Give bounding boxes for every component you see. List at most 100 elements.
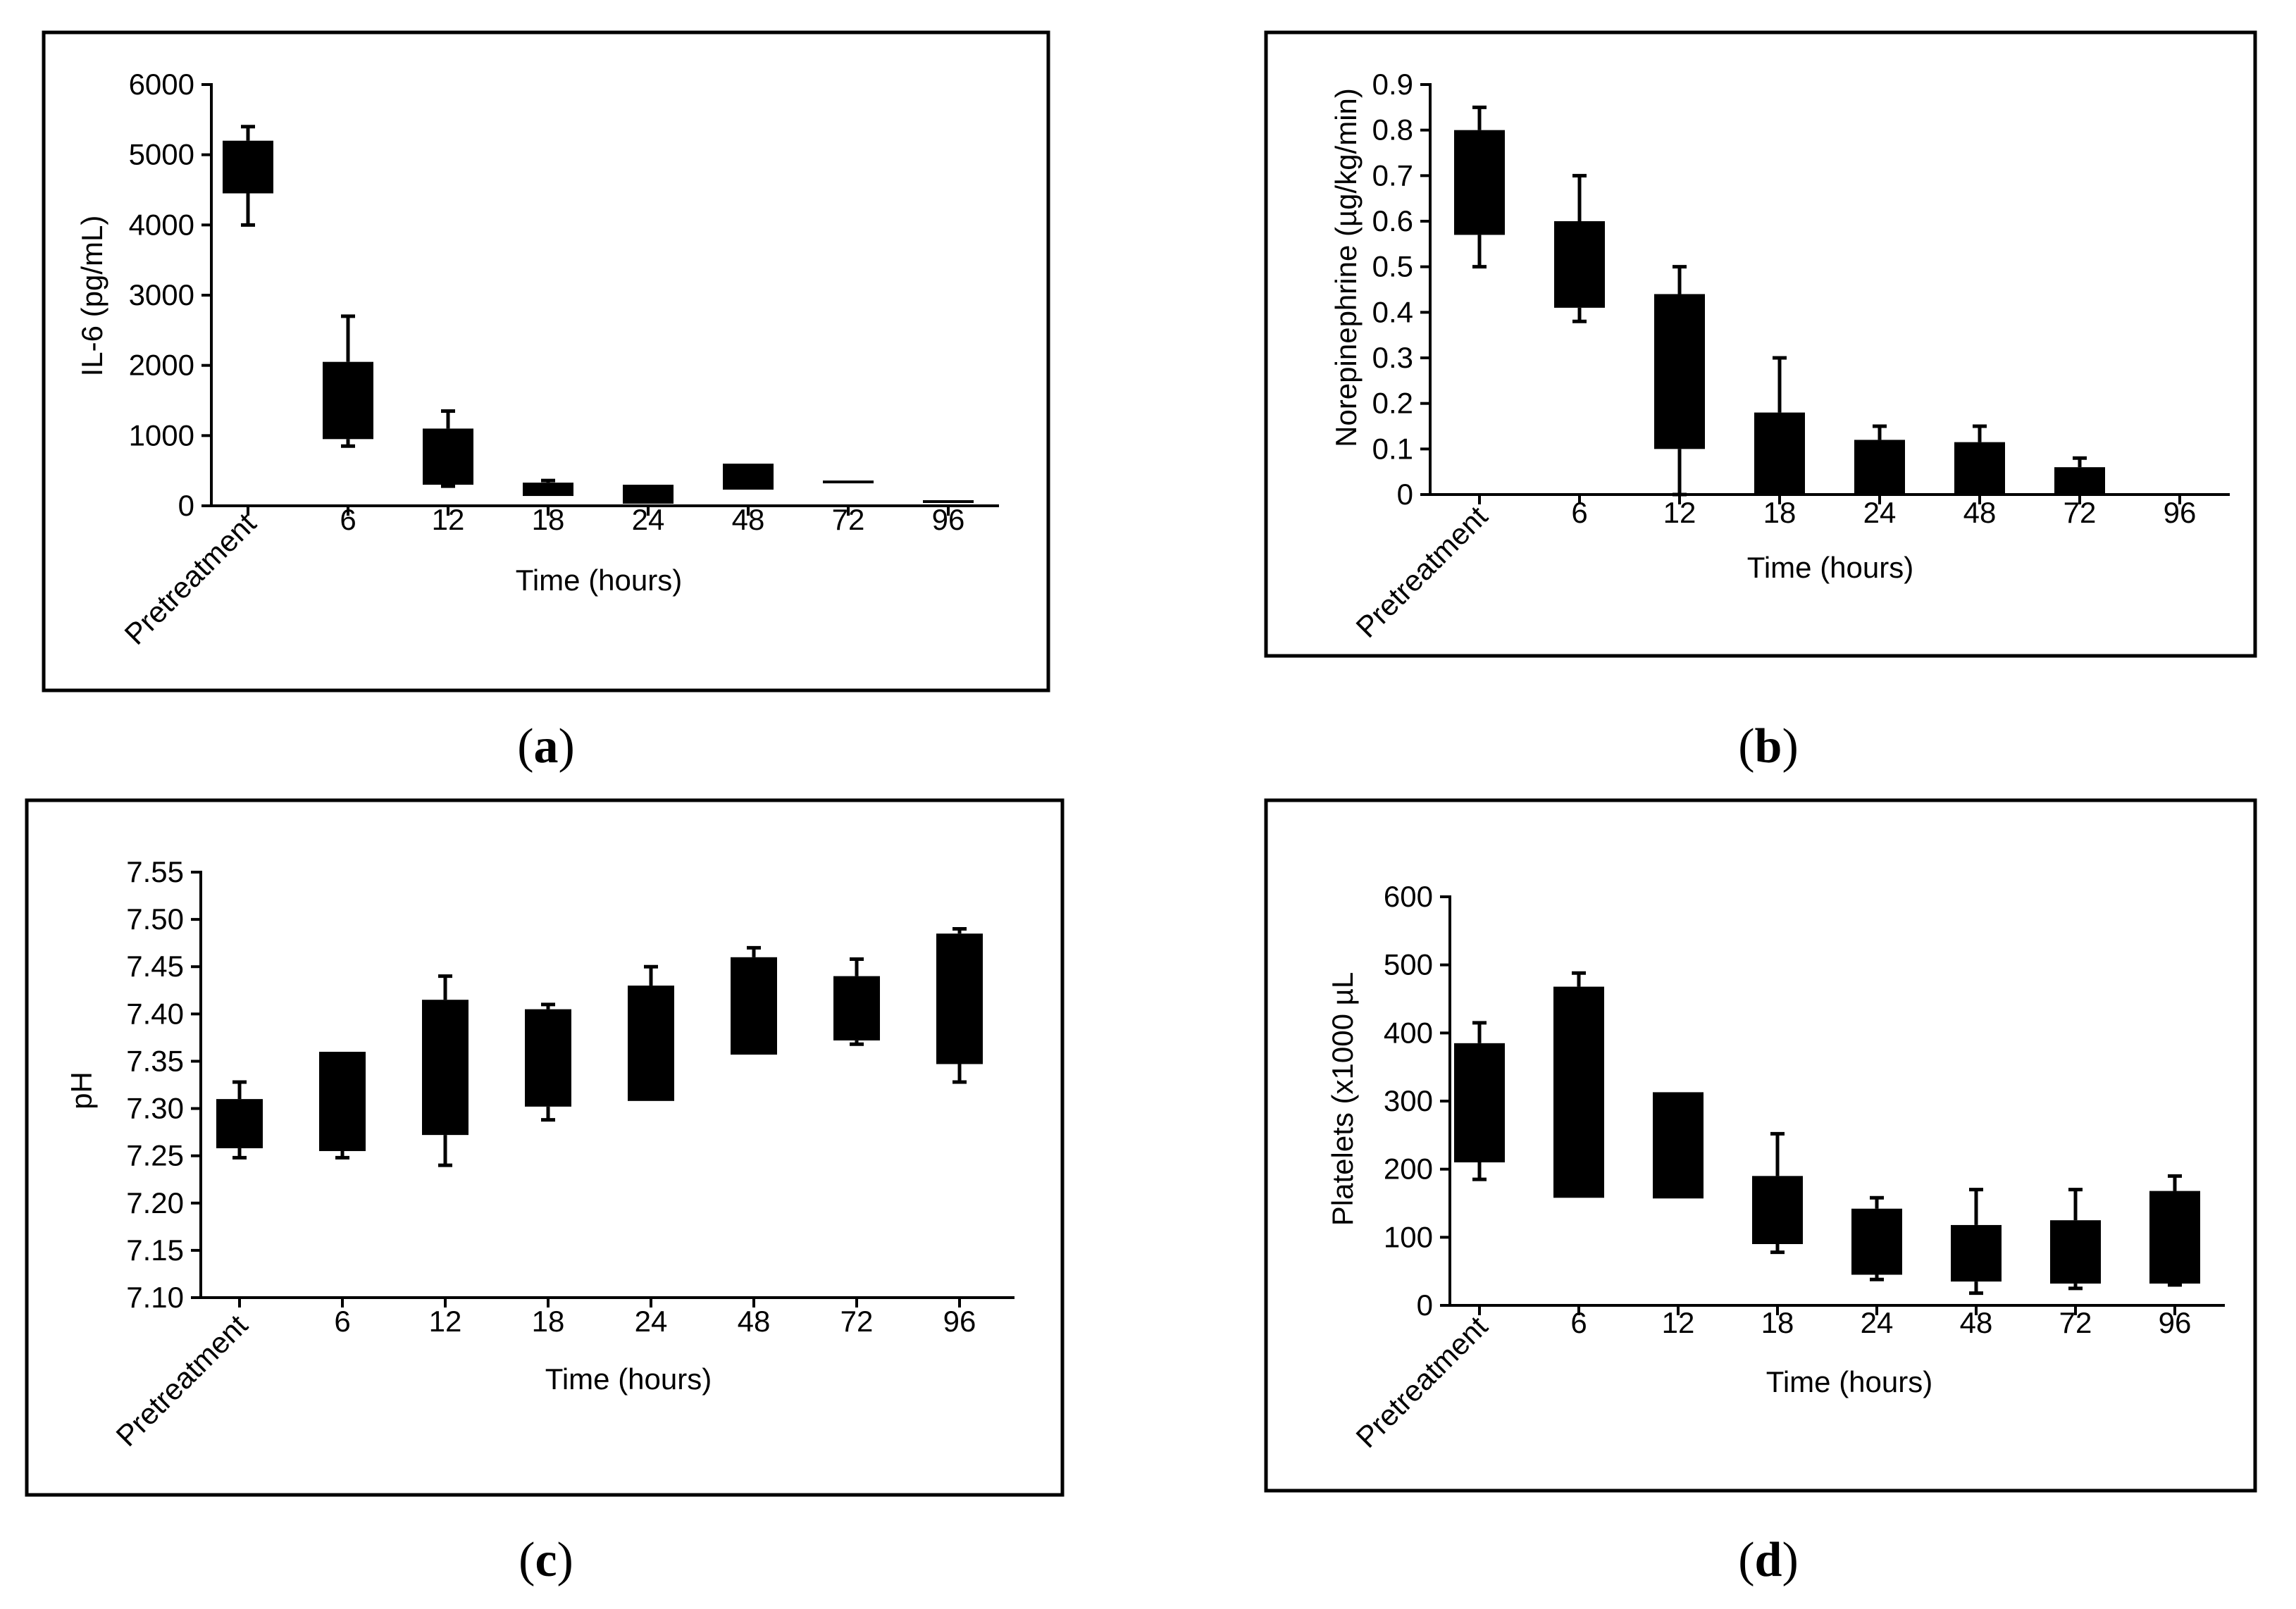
- panel-c-ytick-label: 7.20: [126, 1186, 184, 1219]
- panel-c-xtick-label: 72: [840, 1305, 874, 1338]
- panel-c-ytick-label: 7.55: [126, 855, 184, 888]
- panel-d-xlabel: Time (hours): [1766, 1365, 1932, 1398]
- panel-d-ytick-label: 200: [1384, 1153, 1433, 1186]
- panel-b-ytick-label: 0.9: [1372, 68, 1413, 101]
- panel-a-box: [723, 464, 774, 490]
- panel-d-xtick-label: 24: [1861, 1306, 1894, 1339]
- panel-c-ytick-label: 7.15: [126, 1234, 184, 1267]
- panel-b-xtick-label: 24: [1863, 496, 1897, 529]
- panel-c-xtick-label: 6: [334, 1305, 350, 1338]
- panel-a-box: [323, 361, 373, 440]
- panel-b-ytick-label: 0: [1397, 478, 1413, 511]
- panel-b-box: [1454, 130, 1505, 235]
- panel-d-xtick-label: 72: [2059, 1306, 2092, 1339]
- panel-d-box: [1752, 1176, 1803, 1244]
- panel-d-xtick-label: 18: [1761, 1306, 1794, 1339]
- panel-a-box: [623, 485, 674, 504]
- panel-a-box: [523, 483, 573, 497]
- panel-c-ytick-label: 7.50: [126, 902, 184, 936]
- panel-c-xtick-label: 12: [429, 1305, 462, 1338]
- panel-a-xtick-label: 72: [832, 503, 865, 536]
- panel-b-xtick-label: 6: [1571, 496, 1587, 529]
- panel-d-label-letter: d: [1755, 1533, 1782, 1587]
- panel-c-ytick-label: 7.30: [126, 1092, 184, 1125]
- panel-c-label-letter: c: [535, 1533, 557, 1587]
- panel-c-xlabel: Time (hours): [545, 1362, 712, 1396]
- panel-b-ytick-label: 0.1: [1372, 432, 1413, 465]
- panel-c-xtick-label: 18: [532, 1305, 565, 1338]
- panel-a-xtick-label: 96: [932, 503, 965, 536]
- panel-d-label: (d): [1738, 1533, 1799, 1587]
- panel-b-ytick-label: 0.3: [1372, 341, 1413, 374]
- panel-c-ytick-label: 7.35: [126, 1044, 184, 1077]
- panel-a-ytick-label: 4000: [129, 208, 194, 241]
- panel-a-ylabel: IL-6 (pg/mL): [75, 216, 108, 377]
- panel-d-ytick-label: 0: [1417, 1288, 1433, 1322]
- panel-b-box: [1854, 440, 1905, 495]
- panel-b-box: [1754, 412, 1805, 495]
- panel-a-ytick-label: 1000: [129, 418, 194, 452]
- panel-a-xtick-label: 24: [632, 503, 665, 536]
- panel-c-ytick-label: 7.45: [126, 950, 184, 983]
- panel-d: Time (hours) Platelets (x1000 µL (d) 0 10…: [1264, 798, 2257, 1587]
- panel-d-box: [1951, 1224, 2002, 1282]
- panel-b-xtick-label: 96: [2164, 496, 2197, 529]
- panel-d-ytick-label: 100: [1384, 1220, 1433, 1253]
- panel-b-ytick-label: 0.4: [1372, 295, 1413, 328]
- panel-d-xtick-label: 96: [2159, 1306, 2192, 1339]
- panel-d-xtick-label: 48: [1960, 1306, 1993, 1339]
- panel-a-xtick-label: 48: [732, 503, 765, 536]
- panel-b-box: [1554, 221, 1605, 308]
- panel-d-ytick-label: 500: [1384, 948, 1433, 981]
- panel-d-xtick-label: 6: [1570, 1306, 1587, 1339]
- panel-c-box: [216, 1099, 263, 1148]
- panel-d-frame: [1264, 798, 2257, 1493]
- panel-c-box: [319, 1052, 366, 1151]
- panel-a-xtick-label: 18: [532, 503, 565, 536]
- panel-c-box: [628, 986, 674, 1101]
- panel-b-ytick-label: 0.5: [1372, 250, 1413, 283]
- panel-d-box: [1653, 1092, 1704, 1199]
- panel-d-box: [1454, 1043, 1505, 1162]
- panel-b-ytick-label: 0.8: [1372, 113, 1413, 147]
- panel-b-ytick-label: 0.6: [1372, 204, 1413, 237]
- panel-b-label-letter: b: [1755, 719, 1782, 774]
- panel-d-ytick-label: 400: [1384, 1016, 1433, 1049]
- panel-b-xtick-label: 48: [1963, 496, 1997, 529]
- panel-a-ytick-label: 3000: [129, 278, 194, 311]
- panel-c: Time (hours) pH (c) 7.10 7.15 7.20 7.25 7.30…: [25, 798, 1065, 1587]
- panel-a-box: [823, 480, 874, 484]
- panel-c-box: [525, 1009, 571, 1107]
- panel-b-xtick-label: 12: [1663, 496, 1696, 529]
- panel-d-ytick-label: 600: [1384, 880, 1433, 913]
- panel-c-xtick-label: 24: [635, 1305, 668, 1338]
- panel-c-ytick-label: 7.40: [126, 997, 184, 1030]
- panel-b-xtick-label: 72: [2064, 496, 2097, 529]
- panel-a-box: [423, 428, 473, 485]
- panel-d-box: [1553, 986, 1604, 1198]
- panel-b-xtick-label: 18: [1763, 496, 1797, 529]
- panel-a: Time (hours) IL-6 (pg/mL) (a) 0 1000 2000 3…: [42, 30, 1050, 774]
- panel-a-box: [223, 140, 273, 194]
- panel-c-box: [731, 957, 777, 1055]
- panel-b-ylabel: Norepinephrine (µg/kg/min): [1329, 88, 1363, 447]
- panel-d-box: [2050, 1220, 2101, 1284]
- panel-c-box: [936, 933, 983, 1064]
- panel-a-xtick-label: 6: [340, 503, 356, 536]
- panel-b-ytick-label: 0.2: [1372, 387, 1413, 420]
- panel-b-box: [1954, 442, 2005, 495]
- panel-d-box: [2149, 1191, 2200, 1284]
- panel-b-box: [2054, 467, 2105, 495]
- panel-a-xtick-label: 12: [432, 503, 465, 536]
- panel-c-box: [833, 976, 880, 1040]
- panel-d-ytick-label: 300: [1384, 1084, 1433, 1117]
- panel-a-label-letter: a: [534, 719, 559, 774]
- panel-c-xtick-label: 96: [943, 1305, 976, 1338]
- panel-b-xlabel: Time (hours): [1747, 551, 1913, 584]
- panel-c-xtick-label: 48: [738, 1305, 771, 1338]
- panel-b: Time (hours) Norepinephrine (µg/kg/min) …: [1264, 30, 2257, 774]
- panel-d-xtick-label: 12: [1662, 1306, 1695, 1339]
- panel-d-box: [1851, 1208, 1902, 1275]
- panel-b-box: [1654, 294, 1705, 449]
